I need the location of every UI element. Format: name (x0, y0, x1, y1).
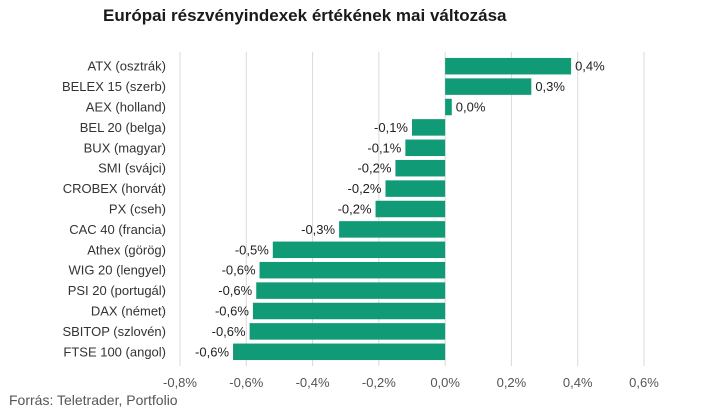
category-label: ATX (osztrák) (88, 59, 167, 74)
category-label: SBITOP (szlovén) (62, 324, 166, 339)
category-label: FTSE 100 (angol) (63, 344, 166, 359)
category-label: CAC 40 (francia) (69, 222, 166, 237)
x-tick-label: -0,6% (229, 375, 263, 390)
data-label: -0,2% (338, 202, 372, 217)
category-label: PX (cseh) (109, 202, 166, 217)
bar (412, 119, 446, 136)
category-label: PSI 20 (portugál) (68, 283, 166, 298)
category-label: BEL 20 (belga) (80, 120, 166, 135)
data-label: -0,2% (348, 181, 382, 196)
category-label: WIG 20 (lengyel) (68, 263, 166, 278)
data-label: 0,3% (535, 79, 565, 94)
bar (445, 98, 452, 116)
data-label: -0,6% (218, 283, 252, 298)
category-label: SMI (svájci) (98, 161, 166, 176)
bar (375, 200, 446, 218)
category-label: BELEX 15 (szerb) (62, 79, 166, 94)
category-label: DAX (német) (91, 304, 166, 319)
data-label: 0,0% (456, 100, 486, 115)
category-label: CROBEX (horvát) (63, 181, 166, 196)
x-tick-label: 0,0% (430, 375, 460, 390)
bar (256, 282, 446, 299)
x-tick-label: -0,4% (296, 375, 330, 390)
x-tick-label: 0,2% (497, 375, 527, 390)
data-label: -0,6% (215, 304, 249, 319)
data-label: -0,6% (195, 344, 229, 359)
x-tick-label: 0,4% (563, 375, 593, 390)
category-label: BUX (magyar) (84, 140, 166, 155)
bar (339, 221, 446, 238)
data-label: -0,5% (235, 242, 269, 257)
data-label: 0,4% (575, 59, 605, 74)
bar (272, 241, 446, 259)
chart-title: Európai részvényindexek értékének mai vá… (103, 6, 507, 25)
bar (385, 180, 446, 197)
data-label: -0,1% (367, 140, 401, 155)
bar (405, 139, 446, 157)
bar (252, 302, 446, 320)
category-label: AEX (holland) (86, 100, 166, 115)
data-label: -0,3% (301, 222, 335, 237)
x-tick-label: -0,8% (163, 375, 197, 390)
data-label: -0,6% (222, 263, 256, 278)
bar (445, 57, 572, 75)
x-tick-label: 0,6% (629, 375, 659, 390)
category-label: Athex (görög) (87, 242, 166, 257)
bar (249, 323, 446, 340)
bar (395, 159, 446, 177)
data-label: -0,2% (357, 161, 391, 176)
data-label: -0,1% (374, 120, 408, 135)
bar (259, 261, 446, 279)
data-label: -0,6% (212, 324, 246, 339)
source-note: Forrás: Teletrader, Portfolio (9, 392, 178, 408)
x-tick-label: -0,2% (362, 375, 396, 390)
bar (445, 78, 532, 95)
bar (233, 343, 446, 361)
